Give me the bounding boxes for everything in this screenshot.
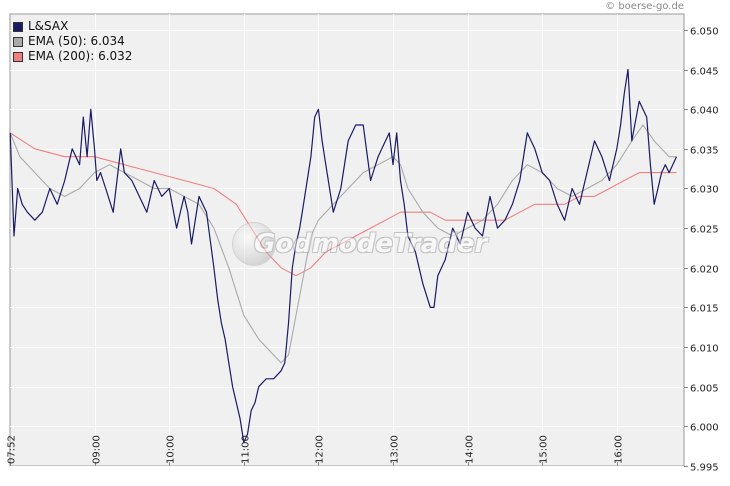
legend-item-lsax: L&SAX [13, 19, 132, 34]
y-tick-label: 6.045 [690, 67, 719, 78]
legend: L&SAX EMA (50): 6.034 EMA (200): 6.032 [13, 19, 132, 64]
series-line-1 [9, 124, 677, 364]
watermark-disc-icon [232, 222, 276, 266]
x-tick-label: 12:00 [315, 435, 326, 464]
x-tick-label: 07:52 [7, 435, 18, 464]
x-tick-label: 11:00 [241, 435, 252, 464]
copyright-label: © boerse-go.de [605, 1, 684, 12]
series-line-0 [9, 68, 678, 443]
y-tick-label: 6.005 [690, 384, 719, 395]
y-tick-label: 6.015 [690, 304, 719, 315]
y-tick-label: 6.040 [690, 106, 719, 117]
legend-label-lsax: L&SAX [28, 19, 69, 33]
y-tick-label: 6.035 [690, 146, 719, 157]
y-tick-label: 6.030 [690, 185, 719, 196]
legend-item-ema200: EMA (200): 6.032 [13, 49, 132, 64]
y-tick-label: 6.020 [690, 265, 719, 276]
x-tick-label: 13:00 [390, 435, 401, 464]
y-tick-label: 6.010 [690, 344, 719, 355]
legend-swatch-lsax [13, 21, 23, 32]
y-tick-label: 6.000 [690, 423, 719, 434]
y-tick-label: 6.050 [690, 27, 719, 38]
y-tick-label: 6.025 [690, 225, 719, 236]
y-tick-label: 5.995 [690, 463, 719, 474]
plot-area [9, 13, 685, 467]
x-tick-label: 16:00 [614, 435, 625, 464]
watermark-text: GodmodeTrader [254, 229, 488, 259]
x-tick-label: 10:00 [166, 435, 177, 464]
watermark-logo: GodmodeTrader [232, 222, 487, 266]
legend-swatch-ema200 [13, 51, 23, 62]
x-tick-label: 09:00 [92, 435, 103, 464]
x-tick-label: 15:00 [539, 435, 550, 464]
legend-swatch-ema50 [13, 36, 23, 47]
series-line-2 [9, 132, 677, 277]
legend-item-ema50: EMA (50): 6.034 [13, 34, 132, 49]
legend-label-ema50: EMA (50): 6.034 [28, 34, 125, 48]
x-tick-label: 14:00 [465, 435, 476, 464]
legend-label-ema200: EMA (200): 6.032 [28, 49, 133, 63]
